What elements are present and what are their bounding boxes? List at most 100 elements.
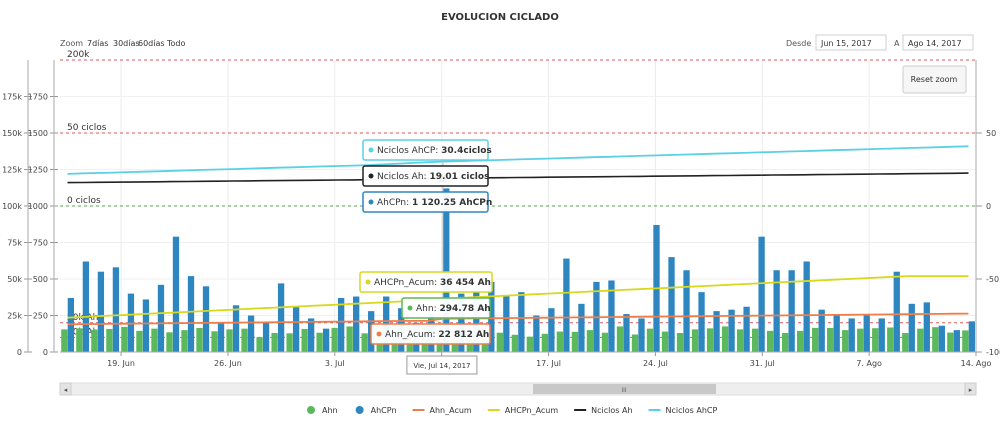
bar-ahn	[676, 333, 684, 352]
y-ahcpn-tick-label: 1500	[28, 129, 48, 138]
y-ahcpn-tick-label: 1250	[28, 166, 48, 175]
bar-ahn	[346, 326, 353, 352]
tooltip-value: 22 812 Ah	[438, 330, 489, 340]
bar-ahcpn	[307, 318, 315, 352]
scrollbar-grip[interactable]: III	[621, 387, 627, 394]
y-ciclos-tick-label: -50	[986, 275, 999, 284]
tooltip-row-ahcpn_acum: AHCPn_Acum: 36 454 Ah	[359, 271, 493, 293]
zoom-label: Zoom	[60, 39, 83, 48]
bar-ahcpn	[353, 296, 360, 352]
bar-ahcpn	[473, 292, 480, 352]
range-selector: Zoom 7días 30días 60días Todo Desde Jun …	[60, 34, 974, 51]
plot-line-label: 200k	[67, 50, 90, 60]
tooltip-dot	[407, 305, 413, 311]
arrow-left-icon[interactable]: ◂	[64, 386, 68, 394]
bar-ahcpn	[803, 261, 810, 352]
line-nciclos-ah	[67, 172, 969, 184]
arrow-right-icon[interactable]: ▸	[969, 386, 973, 394]
tooltip-text: Ahn_Acum: 22 812 Ah	[385, 330, 489, 340]
bar-ahcpn	[578, 303, 585, 352]
tooltip-box	[362, 191, 489, 213]
bar-ahcpn	[758, 236, 765, 352]
bar-ahn	[181, 330, 188, 352]
scrollbar-thumb[interactable]	[533, 384, 716, 394]
legend-item-nciclos-ah[interactable]: Nciclos Ah	[574, 406, 633, 415]
bar-ahcpn	[728, 309, 735, 352]
bar-ahn	[917, 328, 924, 352]
legend-label: AhCPn	[371, 406, 397, 415]
scrollbar-left-button[interactable]	[59, 382, 72, 396]
bar-ahcpn	[458, 293, 465, 352]
bar-ahn	[872, 328, 879, 352]
tooltip-box	[370, 323, 491, 345]
navigator-scrollbar[interactable]: ◂ ▸ III	[59, 382, 977, 396]
plot-line-label: 0 ciclos	[67, 196, 101, 206]
tooltip-box	[362, 139, 489, 161]
zoom-button-30dias[interactable]: 30días	[113, 39, 140, 48]
range-from-input-box[interactable]	[815, 34, 887, 51]
bar-ahcpn	[683, 270, 690, 352]
reset-zoom-label[interactable]: Reset zoom	[911, 75, 958, 84]
bar-ahn	[857, 328, 864, 352]
scrollbar-right-button[interactable]	[964, 382, 977, 396]
bar-ahcpn	[863, 315, 870, 352]
zoom-button-todo[interactable]: Todo	[166, 39, 186, 48]
y-ahcpn-tick-label: 250	[33, 312, 48, 321]
bar-ahn	[691, 329, 699, 352]
legend-label: AHCPn_Acum	[505, 406, 559, 415]
bar-ahcpn	[97, 271, 105, 352]
reset-zoom-button[interactable]: Reset zoom	[902, 65, 967, 94]
tooltip-label: AhCPn:	[377, 198, 412, 208]
bar-ahn	[661, 331, 669, 352]
bar-ahcpn	[818, 309, 825, 352]
zoom-button-60dias[interactable]: 60días	[138, 39, 165, 48]
tooltip-box	[401, 297, 491, 319]
bar-ahcpn	[518, 292, 525, 352]
tooltip-label: Nciclos Ah:	[377, 172, 429, 182]
bar-ahn	[902, 333, 909, 352]
y-ciclos-tick-label: 0	[986, 202, 991, 211]
x-tick-label: 24. Jul	[643, 359, 668, 368]
bar-ahcpn	[923, 302, 930, 352]
x-tick-label: 7. Ago	[856, 359, 882, 368]
legend-item-ahcpn_acum[interactable]: AHCPn_Acum	[487, 406, 559, 415]
bar-ahcpn	[142, 299, 150, 352]
bar-ahn	[706, 328, 714, 352]
legend-item-ahcpn[interactable]: AhCPn	[355, 406, 397, 415]
bar-ahcpn	[187, 276, 195, 352]
y-ahcpn-tick-label: 0	[43, 348, 48, 357]
line-ahn_acum	[67, 312, 969, 326]
bar-ahn	[827, 327, 834, 352]
legend-item-ahn_acum[interactable]: Ahn_Acum	[412, 406, 472, 415]
legend-item-nciclos-ahcp[interactable]: Nciclos AhCP	[648, 406, 718, 415]
y-ah-tick-label: 25k	[7, 312, 22, 321]
bar-ahcpn	[878, 318, 885, 352]
zoom-button-7dias[interactable]: 7días	[87, 39, 108, 48]
tooltip-text: AHCPn_Acum: 36 454 Ah	[374, 278, 491, 288]
bar-ahcpn	[202, 286, 210, 352]
bar-ahn	[331, 327, 338, 352]
range-to-input-box[interactable]	[902, 34, 974, 51]
tooltip-text: AhCPn: 1 120.25 AhCPn	[377, 198, 492, 208]
range-from-label: Desde	[786, 39, 811, 48]
bar-ahn	[211, 331, 218, 352]
bar-ahcpn	[743, 306, 750, 352]
x-tick-label: 31. Jul	[750, 359, 775, 368]
range-from-input[interactable]: Jun 15, 2017	[820, 39, 872, 48]
y-ah-tick-label: 100k	[2, 202, 22, 211]
bar-ahcpn	[322, 328, 330, 352]
reset-zoom-button-bg[interactable]	[902, 65, 967, 94]
range-to-input[interactable]: Ago 14, 2017	[908, 39, 962, 48]
bar-ahcpn	[533, 315, 540, 352]
scrollbar-track[interactable]	[59, 382, 977, 396]
bar-ahcpn	[247, 315, 255, 352]
y-ah-tick-label: 150k	[2, 129, 22, 138]
bar-ahcpn	[112, 267, 120, 352]
legend-item-ahn[interactable]: Ahn	[307, 406, 338, 415]
x-tick-label: 26. Jun	[214, 359, 242, 368]
bar-ahn	[616, 326, 624, 352]
y-ah-tick-label: 0	[17, 348, 22, 357]
